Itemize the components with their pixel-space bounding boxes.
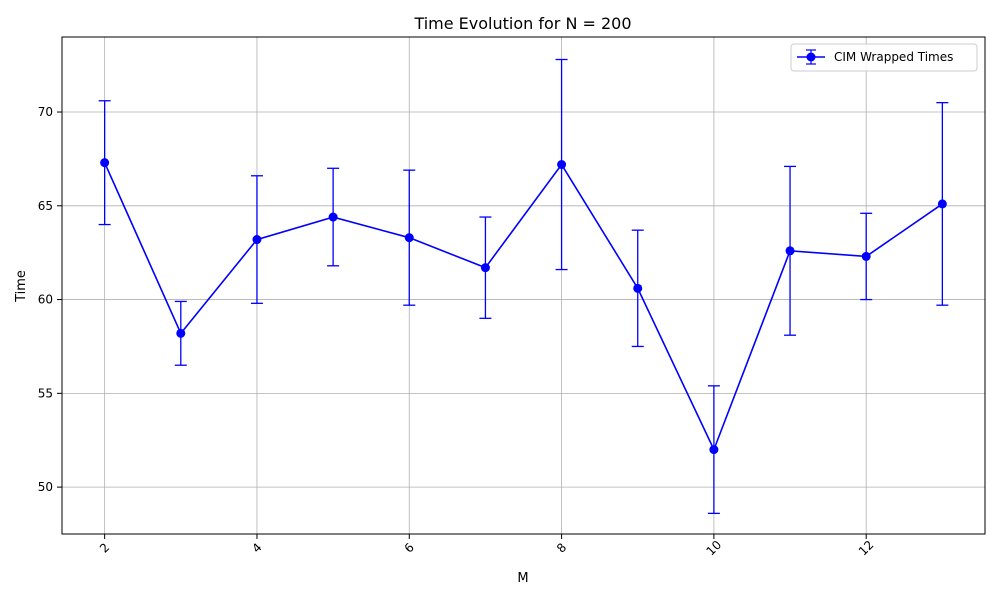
y-tick-label: 65: [38, 199, 53, 213]
legend-label: CIM Wrapped Times: [834, 50, 953, 64]
y-axis-label: Time: [14, 270, 29, 303]
legend-marker: [806, 52, 816, 62]
x-axis-label: M: [517, 571, 528, 586]
chart-title: Time Evolution for N = 200: [413, 14, 631, 33]
y-tick-label: 50: [38, 480, 53, 494]
y-axis-ticks: 50 55 60 65 70: [38, 105, 62, 494]
series-line: [103, 162, 943, 452]
data-point: [176, 328, 186, 338]
legend-box: [790, 43, 978, 72]
data-point: [785, 246, 795, 256]
data-point: [404, 233, 414, 243]
y-tick-label: 55: [38, 386, 53, 400]
data-point: [633, 283, 643, 293]
data-point: [328, 212, 338, 222]
data-series: [98, 58, 949, 515]
data-point: [100, 158, 110, 168]
y-tick-label: 70: [38, 105, 53, 119]
y-tick-label: 60: [38, 293, 53, 307]
plot-frame: [61, 36, 986, 535]
data-point: [557, 160, 567, 170]
data-point: [709, 445, 719, 455]
data-point: [480, 263, 490, 273]
data-point: [861, 251, 871, 261]
legend: CIM Wrapped Times: [790, 43, 978, 72]
data-point: [937, 199, 947, 209]
data-point: [252, 235, 262, 245]
